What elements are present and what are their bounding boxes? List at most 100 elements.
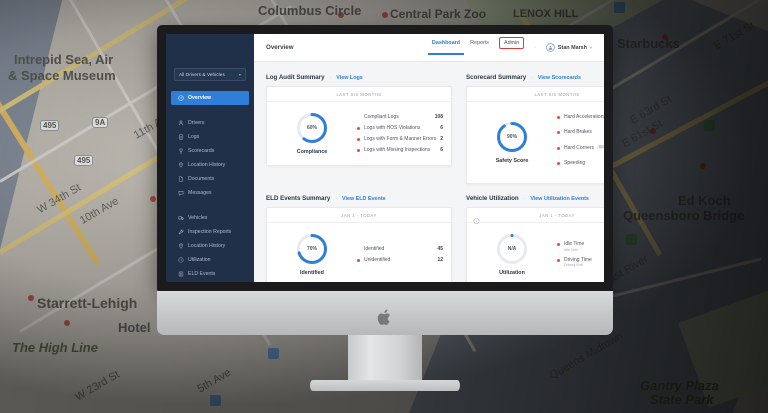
list-icon	[178, 271, 184, 277]
imac-device: All Drivers & Vehicles ▾ Overview Drivers…	[157, 25, 613, 391]
filter-label: All Drivers & Vehicles	[179, 72, 225, 77]
donut-percent: N/A	[507, 246, 517, 252]
card-date-range: LAST SIX MONTHS	[534, 91, 580, 97]
legend-row: Speeding1 hr 26 mins0.4% of driving time	[557, 158, 604, 174]
card-header: ELD Events Summary · View ELD Events	[266, 195, 452, 202]
donut-chart-group: N/A Utilization	[475, 232, 549, 276]
map-label: Hotel	[118, 320, 151, 335]
legend-row: Hard Accelerations2270.05 per 100 mi	[557, 111, 604, 127]
donut-label: Compliance	[296, 149, 328, 155]
legend-name: Logs with Missing Inspections	[364, 146, 431, 153]
driver-vehicle-filter-dropdown[interactable]: All Drivers & Vehicles ▾	[174, 68, 246, 81]
chat-icon	[178, 190, 184, 196]
card-link[interactable]: View Scorecards	[537, 74, 581, 81]
sidebar-item-location-history[interactable]: Location History	[171, 158, 249, 172]
donut-chart: 70%	[295, 232, 329, 266]
sidebar-item-overview[interactable]: Overview	[171, 91, 249, 105]
card-panel: LAST SIX MONTHS 90% Safety Score Hard Accel…	[466, 86, 604, 184]
trophy-icon	[178, 148, 184, 154]
donut-chart: 60%	[295, 111, 329, 145]
monitor-stand-foot	[310, 380, 460, 391]
sidebar-nav: Overview Drivers Logs Scorecards Location Hi…	[166, 91, 254, 282]
legend-row: Logs with HOS Violations 6	[357, 122, 443, 133]
file-icon	[178, 176, 184, 182]
document-icon	[178, 134, 184, 140]
legend-bullet-icon	[357, 116, 360, 119]
separator-dot: ·	[523, 195, 526, 202]
tab-admin[interactable]: Admin	[498, 37, 525, 49]
chevron-down-icon: ▾	[238, 72, 241, 77]
legend-name: Logs with HOS Violations	[364, 124, 421, 131]
sidebar-item-label: ELD Events	[188, 271, 216, 277]
sidebar-item-label: Messages	[188, 190, 212, 196]
page-title: Overview	[266, 44, 294, 51]
card-date-range-bar: LAST SIX MONTHS	[467, 87, 604, 102]
tab-dashboard[interactable]: Dashboard	[427, 40, 465, 55]
fleet-dashboard-app: All Drivers & Vehicles ▾ Overview Drivers…	[166, 34, 604, 282]
donut-percent: 90%	[507, 134, 518, 140]
card-title: Log Audit Summary	[266, 74, 325, 81]
summary-card: Scorecard Summary · View Scorecards LAST SI…	[466, 74, 604, 184]
top-navigation: Dashboard Reports Admin › Stan Marsh ▾	[427, 37, 592, 58]
sidebar-item-scorecards[interactable]: Scorecards	[171, 144, 249, 158]
card-title: ELD Events Summary	[266, 195, 331, 202]
user-circle-icon	[545, 43, 555, 52]
map-label: Ed Koch	[678, 193, 731, 208]
sidebar-item-messages[interactable]: Messages	[171, 186, 249, 200]
donut-chart: 90%	[495, 120, 529, 154]
map-label: 495	[74, 155, 94, 166]
legend-name: Idle Time Idle Fuel	[564, 241, 604, 252]
sidebar-item-label: Drivers	[188, 120, 205, 126]
legend-bullet-icon	[357, 126, 360, 130]
legend-bullet-icon	[357, 258, 360, 262]
legend-name: Hard Brakes	[564, 129, 592, 135]
legend-name: Unidentified	[364, 256, 391, 263]
legend-value: 108	[434, 113, 444, 120]
legend-name: Identified	[364, 245, 385, 252]
monitor-screen: All Drivers & Vehicles ▾ Overview Drivers…	[166, 34, 604, 282]
sidebar-item-logs[interactable]: Logs	[171, 130, 249, 144]
sidebar-item-drivers[interactable]: Drivers	[171, 116, 249, 130]
card-date-range: JAN 1 - TODAY	[341, 212, 377, 218]
sidebar-item-utilization[interactable]: Utilization	[171, 253, 249, 267]
sidebar-item-inspection-reports[interactable]: Inspection Reports	[171, 225, 249, 239]
card-link[interactable]: View Logs	[336, 74, 363, 81]
sidebar-item-label: Location History	[188, 162, 226, 168]
sidebar-group-divider	[166, 105, 254, 116]
sidebar-item-label: Location History	[188, 243, 226, 249]
sidebar: All Drivers & Vehicles ▾ Overview Drivers…	[166, 34, 254, 282]
separator-dot: ·	[335, 195, 337, 202]
topbar: Overview Dashboard Reports Admin ›	[254, 34, 604, 62]
map-label: State Park	[650, 392, 714, 407]
user-menu[interactable]: Stan Marsh ▾	[545, 43, 592, 52]
card-date-range-bar: JAN 1 - TODAY	[267, 208, 452, 223]
legend-bullet-icon	[357, 248, 360, 251]
sidebar-item-location-history[interactable]: Location History	[171, 239, 249, 253]
map-poi-dot	[150, 196, 156, 202]
map-poi-dot	[64, 320, 70, 326]
dashboard-content: Log Audit Summary · View Logs LAST SIX MONT…	[254, 62, 604, 282]
legend-row: Unidentified 12	[357, 254, 443, 265]
legend-bullet-icon	[357, 137, 360, 141]
sidebar-item-eld-events[interactable]: ELD Events	[171, 267, 249, 281]
sidebar-item-ifta[interactable]: IFTA	[171, 281, 249, 282]
donut-label: Identified	[300, 270, 324, 276]
card-date-range-bar: JAN 1 - TODAY	[467, 208, 604, 224]
card-link[interactable]: View ELD Events	[341, 195, 386, 202]
monitor-stand-neck	[348, 335, 422, 385]
summary-card-grid: Log Audit Summary · View Logs LAST SIX MONT…	[266, 74, 604, 282]
map-label: Intrepid Sea, Air	[14, 52, 114, 67]
info-icon[interactable]	[473, 212, 480, 224]
map-poi-dot	[382, 12, 388, 18]
sidebar-item-documents[interactable]: Documents	[171, 172, 249, 186]
legend-name-sub: Idle Fuel	[564, 247, 578, 252]
sidebar-item-vehicles[interactable]: Vehicles	[171, 211, 249, 225]
card-link[interactable]: View Utilization Events	[530, 195, 589, 202]
legend-row: Hard Brakes11240.26 per 100 mi	[557, 127, 604, 143]
truck-icon	[178, 215, 184, 221]
legend-name: Compliant Logs	[364, 113, 399, 120]
tab-reports[interactable]: Reports	[470, 40, 489, 46]
card-body: 60% Compliance Compliant Logs 108 Logs with …	[267, 102, 451, 165]
